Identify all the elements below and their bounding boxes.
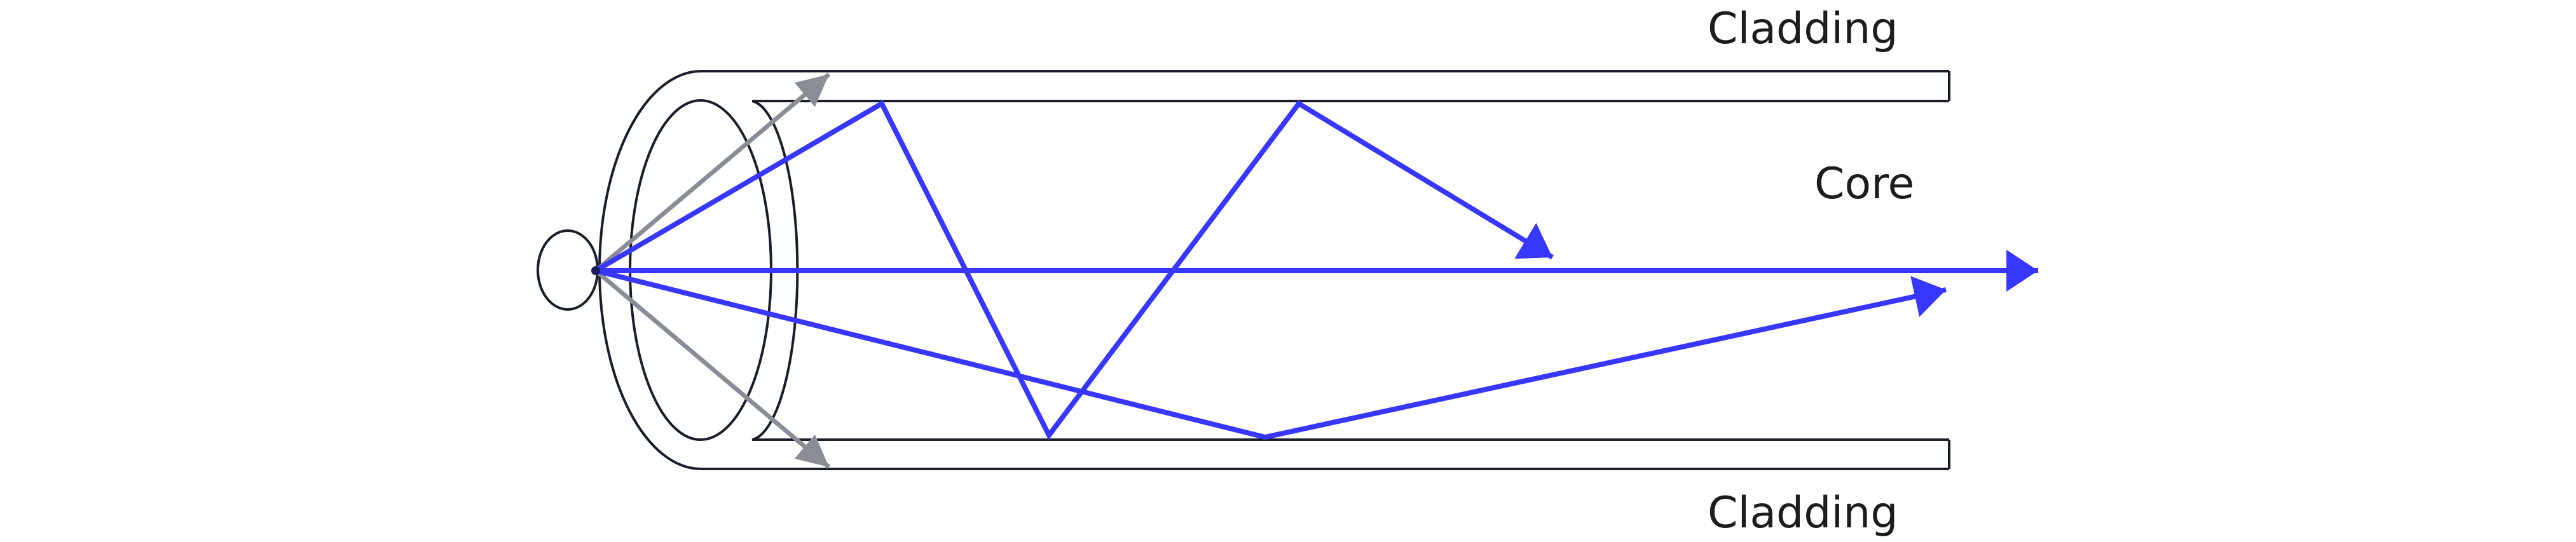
light-source — [537, 229, 599, 311]
guided-ray-zigzag — [594, 100, 1554, 440]
cladding-bottom-label: Cladding — [1708, 488, 1898, 538]
fiber-outline — [537, 70, 1950, 470]
guided-rays — [594, 100, 2038, 440]
escaping-ray-down — [594, 269, 831, 469]
escaping-ray-up — [594, 72, 831, 273]
guided-ray-lower — [595, 268, 1947, 440]
core-label: Core — [1814, 159, 1914, 209]
escaping-rays — [594, 72, 831, 469]
cladding-top-label: Cladding — [1708, 4, 1898, 54]
source-point — [591, 266, 600, 275]
